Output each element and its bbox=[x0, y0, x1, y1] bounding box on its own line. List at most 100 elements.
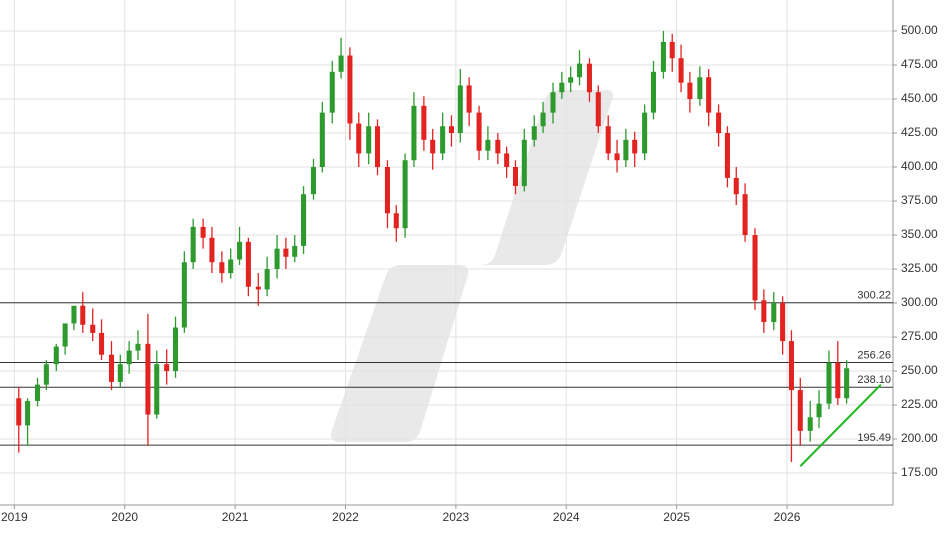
trend-line bbox=[799, 383, 882, 467]
x-tick-label: 2019 bbox=[1, 510, 28, 524]
candle-body bbox=[457, 85, 463, 134]
candle-body bbox=[274, 248, 280, 270]
candle-body bbox=[71, 305, 77, 324]
candle-body bbox=[605, 126, 611, 154]
candle-body bbox=[356, 123, 362, 154]
candle-body bbox=[384, 167, 390, 214]
candle-body bbox=[421, 105, 427, 140]
candle-body bbox=[568, 77, 574, 83]
x-tick-label: 2026 bbox=[774, 510, 801, 524]
candle-body bbox=[283, 248, 289, 257]
y-tick-label: 500.00 bbox=[901, 23, 938, 37]
x-tick-label: 2023 bbox=[443, 510, 470, 524]
candle-body bbox=[145, 343, 151, 415]
candle-body bbox=[632, 139, 638, 154]
candle-body bbox=[245, 241, 251, 287]
candle-body bbox=[788, 341, 794, 391]
candle-body bbox=[301, 194, 307, 246]
candle-body bbox=[844, 368, 850, 399]
candle-body bbox=[706, 77, 712, 113]
candle-body bbox=[550, 92, 556, 113]
candle-body bbox=[448, 126, 454, 134]
candle-body bbox=[53, 346, 59, 365]
candle-body bbox=[366, 126, 372, 154]
candle-body bbox=[660, 41, 666, 72]
candle-body bbox=[504, 153, 510, 168]
candle-body bbox=[347, 55, 353, 124]
candle-body bbox=[540, 112, 546, 127]
candle-body bbox=[338, 55, 344, 72]
candle-body bbox=[521, 139, 527, 187]
candle-body bbox=[25, 400, 31, 426]
y-tick-label: 225.00 bbox=[901, 397, 938, 411]
candle-body bbox=[90, 324, 96, 333]
watermark bbox=[331, 90, 614, 442]
candle-body bbox=[440, 126, 446, 154]
candle-body bbox=[117, 364, 123, 382]
candle-body bbox=[476, 112, 482, 151]
candle-body bbox=[761, 300, 767, 323]
y-tick-label: 475.00 bbox=[901, 57, 938, 71]
level-label: 238.10 bbox=[857, 374, 891, 386]
candle-body bbox=[623, 139, 629, 161]
candle-body bbox=[135, 343, 141, 351]
level-label: 195.49 bbox=[857, 432, 891, 444]
candle-body bbox=[164, 364, 170, 372]
candle-body bbox=[485, 139, 491, 151]
candle-body bbox=[742, 194, 748, 236]
y-tick-label: 350.00 bbox=[901, 227, 938, 241]
x-tick-label: 2024 bbox=[553, 510, 580, 524]
candle-body bbox=[43, 364, 49, 385]
candle-body bbox=[576, 63, 583, 78]
candle-body bbox=[264, 269, 270, 290]
candle-body bbox=[154, 364, 160, 415]
y-tick-label: 375.00 bbox=[901, 193, 938, 207]
candle-body bbox=[393, 213, 399, 229]
candle-body bbox=[807, 417, 813, 431]
level-label: 256.26 bbox=[857, 349, 891, 361]
candle-body bbox=[228, 259, 234, 274]
y-tick-label: 250.00 bbox=[901, 363, 938, 377]
candle-body bbox=[319, 112, 325, 168]
candle-body bbox=[697, 77, 703, 100]
candle-body bbox=[716, 112, 722, 134]
candle-body bbox=[35, 384, 41, 401]
candle-body bbox=[780, 303, 786, 342]
candle-body bbox=[687, 82, 693, 100]
y-tick-label: 450.00 bbox=[901, 91, 938, 105]
candle-body bbox=[512, 167, 519, 187]
candle-body bbox=[126, 350, 132, 365]
level-label: 300.22 bbox=[857, 290, 891, 302]
x-tick-label: 2022 bbox=[332, 510, 359, 524]
candle-body bbox=[595, 92, 601, 127]
candle-body bbox=[559, 82, 565, 93]
candle-body bbox=[466, 85, 472, 113]
candle-body bbox=[771, 303, 777, 323]
candle-body bbox=[495, 139, 501, 154]
candle-body bbox=[752, 235, 758, 301]
candle-body bbox=[99, 332, 105, 355]
candle-body bbox=[255, 286, 261, 290]
candle-body bbox=[219, 262, 225, 274]
candle-body bbox=[172, 327, 179, 372]
y-tick-label: 200.00 bbox=[901, 431, 938, 445]
y-tick-label: 400.00 bbox=[901, 159, 938, 173]
candle-body bbox=[797, 390, 803, 431]
candle-body bbox=[190, 226, 196, 263]
candle-body bbox=[816, 403, 822, 418]
candle-body bbox=[402, 160, 408, 229]
candle-body bbox=[733, 177, 739, 195]
candle-body bbox=[209, 237, 215, 263]
candle-body bbox=[669, 41, 675, 59]
candle-body bbox=[200, 226, 206, 238]
candle-body bbox=[430, 139, 436, 154]
candle-body bbox=[292, 245, 298, 257]
candle-body bbox=[411, 105, 417, 161]
candle-body bbox=[826, 362, 832, 404]
y-tick-label: 425.00 bbox=[901, 125, 938, 139]
candle-body bbox=[724, 133, 730, 178]
candle-body bbox=[329, 71, 335, 113]
candle-body bbox=[614, 153, 620, 161]
candle-body bbox=[642, 112, 648, 154]
y-tick-label: 300.00 bbox=[901, 295, 938, 309]
